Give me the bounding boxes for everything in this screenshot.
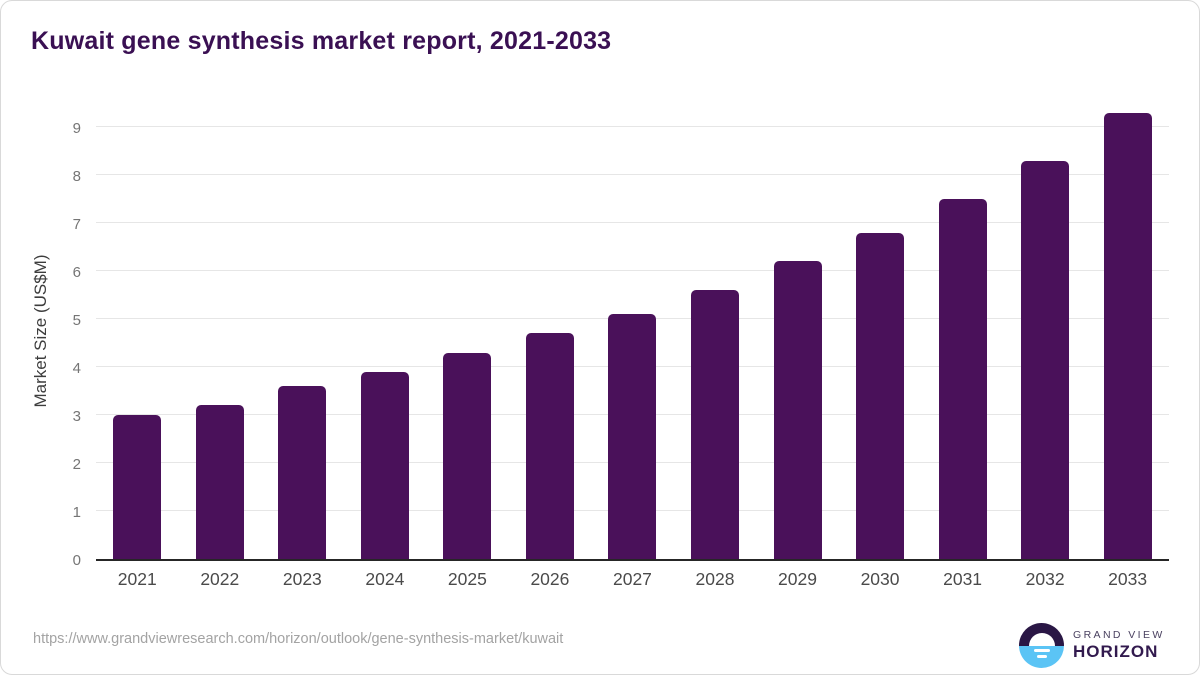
y-tick-label-9: 9 (72, 120, 81, 137)
gridline-9 (96, 126, 1169, 127)
grand-view-horizon-logo: GRAND VIEW HORIZON (1019, 623, 1165, 668)
bar-slot-2022 (179, 101, 262, 559)
y-tick-label-1: 1 (72, 504, 81, 521)
gridline-8 (96, 174, 1169, 175)
logo-text-grand-view: GRAND VIEW (1073, 629, 1165, 641)
x-tick-label-2026: 2026 (530, 569, 570, 589)
x-tick-label-2027: 2027 (612, 569, 652, 589)
gridline-6 (96, 270, 1169, 271)
x-tick-label-2033: 2033 (1108, 569, 1148, 589)
bar-slot-2027 (591, 101, 674, 559)
bar-slot-2030 (839, 101, 922, 559)
bar-slot-2031 (921, 101, 1004, 559)
logo-reflection-line-1 (1033, 648, 1050, 652)
bar-2024 (360, 371, 409, 559)
source-url: https://www.grandviewresearch.com/horizo… (33, 631, 564, 647)
logo-sun-shape (1028, 632, 1055, 646)
plot-area (96, 101, 1169, 561)
bar-2022 (195, 405, 244, 559)
bar-2027 (608, 314, 657, 559)
y-tick-label-8: 8 (72, 168, 81, 185)
x-tick-label-2032: 2032 (1025, 569, 1065, 589)
x-tick-label-2024: 2024 (365, 569, 405, 589)
bar-2030 (856, 232, 905, 559)
x-tick-label-2029: 2029 (778, 569, 817, 589)
gridline-7 (96, 222, 1169, 223)
bar-2023 (278, 386, 327, 559)
y-tick-label-3: 3 (72, 408, 81, 425)
bar-2021 (113, 415, 162, 559)
bar-slot-2028 (674, 101, 757, 559)
bar-slot-2023 (261, 101, 344, 559)
y-tick-label-4: 4 (72, 360, 81, 377)
y-axis-tick-labels: 0 1 2 3 4 5 6 7 8 9 (1, 101, 81, 569)
bar-2031 (938, 199, 987, 559)
y-tick-label-7: 7 (72, 216, 81, 233)
y-tick-label-5: 5 (72, 312, 81, 329)
bar-2028 (690, 290, 739, 559)
logo-reflection-line-2 (1036, 654, 1047, 658)
x-tick-label-2023: 2023 (282, 569, 322, 589)
x-tick-label-2022: 2022 (200, 569, 240, 589)
x-axis-tick-labels: 2021 2022 2023 2024 2025 2026 2027 2028 2029 2030… (96, 569, 1169, 590)
bar-2033 (1103, 112, 1152, 559)
chart-title: Kuwait gene synthesis market report, 202… (31, 27, 612, 55)
horizon-sunrise-icon (1019, 623, 1064, 668)
bars-row (96, 101, 1169, 559)
bar-slot-2026 (509, 101, 592, 559)
bar-2026 (525, 333, 574, 559)
x-tick-label-2031: 2031 (943, 569, 983, 589)
y-tick-label-0: 0 (72, 552, 81, 569)
bar-slot-2029 (756, 101, 839, 559)
bar-2029 (773, 261, 822, 559)
x-tick-label-2025: 2025 (447, 569, 487, 589)
bar-slot-2021 (96, 101, 179, 559)
bar-2025 (443, 352, 492, 559)
x-tick-label-2021: 2021 (117, 569, 157, 589)
logo-text-horizon: HORIZON (1073, 642, 1159, 661)
x-tick-label-2028: 2028 (695, 569, 735, 589)
y-tick-label-6: 6 (72, 264, 81, 281)
y-tick-label-2: 2 (72, 456, 81, 473)
bar-slot-2024 (344, 101, 427, 559)
bar-slot-2033 (1086, 101, 1169, 559)
bar-slot-2025 (426, 101, 509, 559)
x-tick-label-2030: 2030 (860, 569, 900, 589)
bar-2032 (1021, 160, 1070, 559)
bar-slot-2032 (1004, 101, 1087, 559)
logo-text: GRAND VIEW HORIZON (1073, 629, 1165, 662)
